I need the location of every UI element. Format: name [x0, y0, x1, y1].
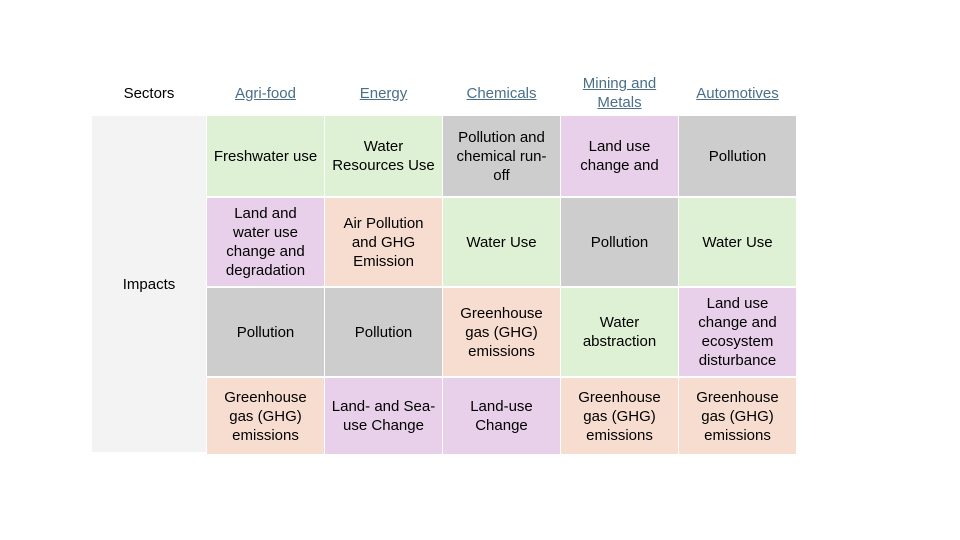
sectors-label: Sectors [123, 84, 175, 102]
impact-cell: Land-use Change [443, 378, 560, 454]
sector-link-energy[interactable]: Energy [359, 84, 408, 102]
sector-link-automotives[interactable]: Automotives [696, 84, 779, 102]
impact-cell: Freshwater use [207, 116, 324, 196]
impact-cell: Land and water use change and degradatio… [207, 198, 324, 286]
impact-cell: Pollution and chemical run-off [443, 116, 560, 196]
impact-cell: Pollution [207, 288, 324, 376]
impact-cell: Pollution [679, 116, 796, 196]
impact-cell: Greenhouse gas (GHG) emissions [679, 378, 796, 454]
sector-link-chemicals[interactable]: Chemicals [466, 84, 537, 102]
impact-cell: Water Use [679, 198, 796, 286]
impact-cell: Water Use [443, 198, 560, 286]
impacts-label-text: Impacts [122, 275, 176, 293]
impact-cell: Land- and Sea-use Change [325, 378, 442, 454]
sector-link-agri-food[interactable]: Agri-food [235, 84, 296, 102]
impact-cell: Air Pollution and GHG Emission [325, 198, 442, 286]
impacts-label: Impacts [92, 116, 206, 452]
impact-cell: Pollution [325, 288, 442, 376]
impact-cell: Land use change and [561, 116, 678, 196]
impact-cell: Land use change and ecosystem disturbanc… [679, 288, 796, 376]
impact-cell: Water Resources Use [325, 116, 442, 196]
impact-cell: Pollution [561, 198, 678, 286]
impact-cell: Greenhouse gas (GHG) emissions [443, 288, 560, 376]
impact-cell: Water abstraction [561, 288, 678, 376]
impact-cell: Greenhouse gas (GHG) emissions [207, 378, 324, 454]
impact-cell: Greenhouse gas (GHG) emissions [561, 378, 678, 454]
sector-link-mining-and-metals[interactable]: Mining and Metals [582, 75, 657, 111]
impact-matrix: Freshwater use Water Resources Use Pollu… [207, 116, 796, 454]
